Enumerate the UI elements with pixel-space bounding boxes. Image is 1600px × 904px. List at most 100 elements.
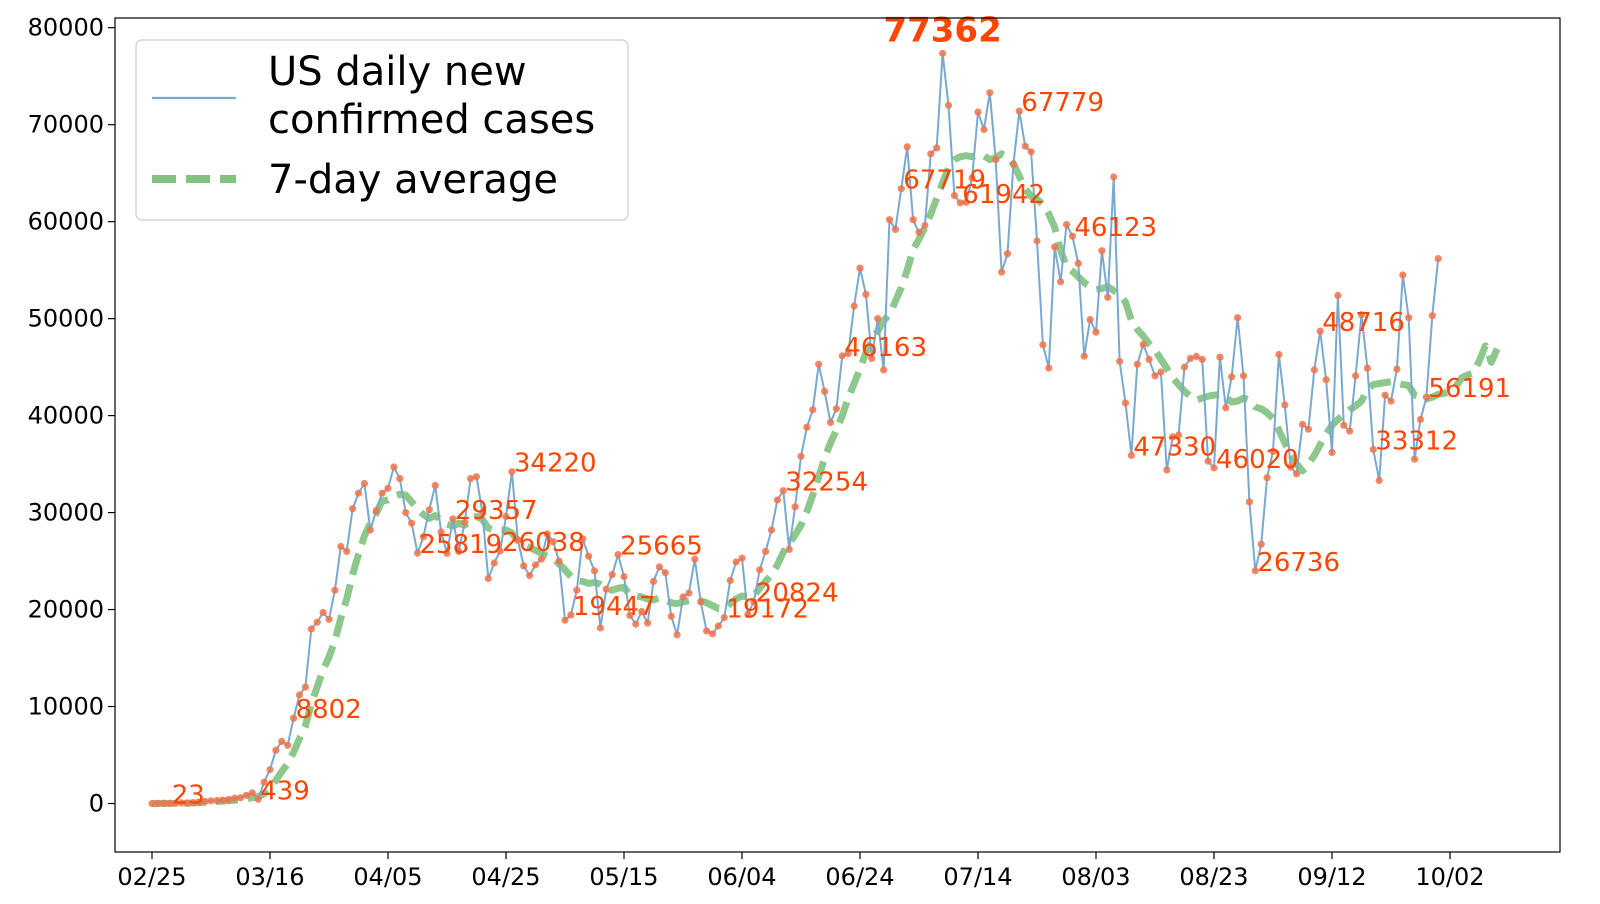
data-point bbox=[201, 797, 209, 806]
data-point bbox=[1086, 316, 1094, 324]
data-point bbox=[832, 405, 841, 413]
data-point bbox=[402, 508, 410, 517]
data-label: 26038 bbox=[502, 528, 585, 558]
data-point bbox=[779, 487, 787, 495]
y-tick-label: 20000 bbox=[28, 596, 104, 624]
data-point bbox=[1145, 355, 1153, 363]
data-point bbox=[903, 143, 911, 151]
data-point bbox=[1304, 425, 1312, 433]
data-point bbox=[649, 577, 658, 586]
data-point bbox=[638, 607, 646, 616]
legend-label-daily: US daily new confirmed cases bbox=[268, 49, 595, 143]
data-point bbox=[750, 598, 758, 606]
data-point bbox=[1416, 415, 1425, 424]
data-point bbox=[419, 533, 427, 541]
data-point bbox=[956, 199, 964, 207]
data-point bbox=[195, 798, 203, 806]
data-point bbox=[933, 144, 941, 152]
data-point bbox=[762, 547, 770, 556]
data-point bbox=[343, 547, 351, 556]
data-point bbox=[207, 797, 215, 805]
data-label: 25819 bbox=[420, 530, 503, 560]
data-point bbox=[1369, 445, 1377, 454]
data-point bbox=[909, 216, 917, 224]
data-point bbox=[1139, 340, 1147, 349]
data-point bbox=[290, 714, 298, 722]
data-point bbox=[968, 174, 976, 182]
data-label: 67719 bbox=[903, 166, 986, 196]
x-tick-label: 02/25 bbox=[117, 863, 186, 891]
data-point bbox=[349, 505, 357, 513]
data-point bbox=[744, 610, 752, 619]
data-point bbox=[1298, 420, 1307, 428]
data-point bbox=[939, 49, 947, 57]
data-point bbox=[555, 557, 563, 565]
data-point bbox=[1057, 278, 1065, 286]
x-axis: 02/25 03/16 04/05 04/25 05/15 06/04 06/24 07/14… bbox=[117, 852, 1485, 891]
data-point bbox=[614, 551, 622, 559]
data-point bbox=[821, 387, 829, 395]
data-label: 25665 bbox=[620, 532, 703, 562]
data-point bbox=[992, 156, 1000, 164]
x-tick-label: 06/24 bbox=[825, 863, 894, 891]
data-point bbox=[1428, 312, 1436, 320]
data-point bbox=[295, 691, 304, 699]
data-point bbox=[396, 475, 404, 483]
y-tick-label: 80000 bbox=[28, 14, 104, 42]
data-point bbox=[307, 625, 315, 633]
data-point bbox=[1015, 107, 1023, 115]
data-point bbox=[661, 569, 669, 577]
data-point bbox=[590, 567, 599, 575]
legend-label-daily-line2: confirmed cases bbox=[268, 97, 595, 143]
data-point bbox=[891, 225, 900, 233]
data-point bbox=[520, 562, 528, 570]
data-point bbox=[667, 612, 675, 620]
data-point bbox=[431, 481, 439, 489]
data-point bbox=[1021, 142, 1029, 150]
data-point bbox=[1216, 353, 1224, 361]
data-label: 19172 bbox=[726, 595, 809, 625]
data-label: 32254 bbox=[785, 468, 868, 498]
data-point bbox=[880, 366, 888, 374]
data-point bbox=[177, 799, 186, 807]
data-point bbox=[154, 799, 162, 808]
data-point bbox=[561, 616, 569, 624]
data-point bbox=[596, 624, 605, 632]
data-point bbox=[1204, 457, 1212, 465]
data-point bbox=[372, 507, 380, 515]
data-point bbox=[1110, 173, 1118, 181]
data-point bbox=[874, 315, 882, 323]
data-point bbox=[325, 615, 333, 623]
data-point bbox=[467, 475, 475, 483]
data-point bbox=[691, 555, 699, 563]
data-point bbox=[219, 796, 227, 804]
x-tick-label: 08/23 bbox=[1179, 863, 1248, 891]
data-point bbox=[1003, 250, 1012, 258]
data-point bbox=[1127, 451, 1135, 459]
data-point bbox=[1293, 470, 1301, 478]
data-point bbox=[673, 631, 681, 639]
x-tick-label: 07/14 bbox=[943, 863, 1012, 891]
data-point bbox=[354, 489, 363, 497]
data-label-peak: 77362 bbox=[883, 10, 1001, 50]
y-axis: 0 10000 20000 30000 40000 50000 60000 70000 8000… bbox=[28, 14, 115, 818]
data-label: 8802 bbox=[296, 695, 362, 725]
data-point bbox=[1310, 366, 1318, 374]
data-point bbox=[1068, 232, 1076, 240]
data-point bbox=[449, 515, 457, 523]
data-point bbox=[626, 611, 634, 620]
data-point bbox=[337, 542, 345, 551]
data-point bbox=[1045, 364, 1053, 372]
data-point bbox=[531, 561, 540, 569]
data-point bbox=[797, 452, 805, 460]
data-point bbox=[478, 508, 486, 517]
data-point bbox=[248, 789, 256, 797]
data-point bbox=[390, 463, 398, 471]
data-point bbox=[413, 549, 422, 557]
y-tick-label: 70000 bbox=[28, 111, 104, 139]
data-point bbox=[862, 290, 870, 298]
data-point bbox=[231, 794, 239, 802]
data-point bbox=[785, 545, 793, 554]
data-point bbox=[1257, 540, 1265, 548]
